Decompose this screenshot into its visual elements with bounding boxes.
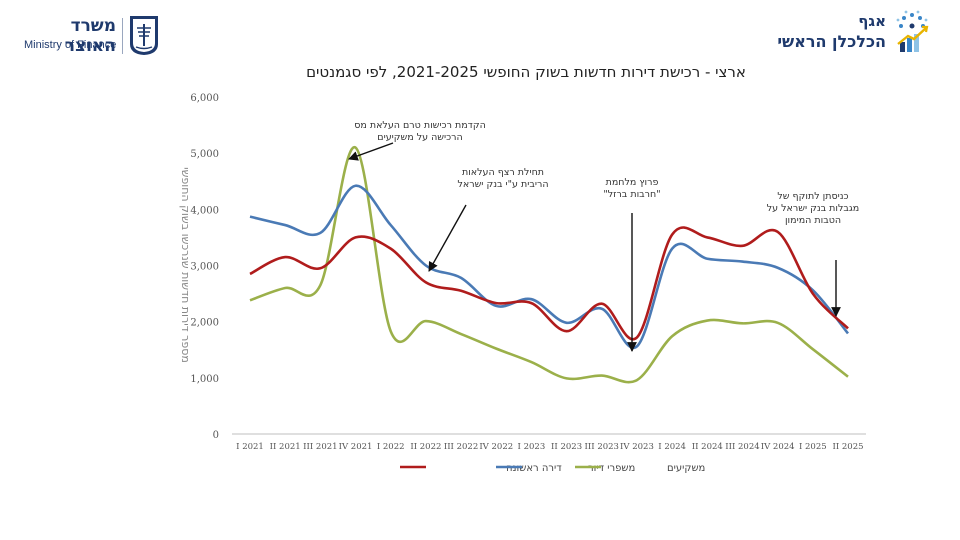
annotation-arrow [348,142,394,161]
x-tick-label: II 2022 [410,442,441,452]
y-tick-label: 0 [213,430,219,441]
x-tick-label: IV 2021 [339,442,373,452]
x-tick-label: I 2024 [658,442,686,452]
x-tick-label: III 2023 [585,442,619,452]
annotation-text: כניסתן לתוקף של [777,191,848,202]
department-name: הכלכלן הראשי [777,32,886,51]
annotation-arrow [428,204,467,272]
annotation-text: הרכישה על משקיעים [377,132,462,143]
x-tick-label: II 2021 [270,442,301,452]
chief-economist-logo: אגף הכלכלן הראשי [777,8,932,60]
legend-label: משקיעים [667,463,705,474]
x-tick-label: IV 2024 [761,442,795,452]
annotation-text: הריבית ע"י בנק ישראל [457,179,548,190]
state-emblem-icon [130,16,158,55]
annotation-text: "חרבות ברזל" [603,189,660,200]
legend-label: דירה ראשונה [506,463,562,474]
department-label: אגף [858,12,886,30]
annotation-text: פרוץ מלחמת [606,177,659,188]
annotation-text: הטבות המימון [785,215,841,226]
series-line [249,184,850,350]
x-tick-label: I 2023 [518,442,546,452]
x-tick-label: I 2022 [377,442,405,452]
x-tick-label: III 2021 [303,442,337,452]
logo-divider [122,18,123,54]
y-axis-label-group: מספר דירות חדשות שנרכשו בשוק החופשי [179,167,192,363]
x-tick-label: III 2024 [725,442,759,452]
ministry-of-finance-logo: משרד האוצר Ministry of Finance [24,14,174,58]
y-tick-label: 4,000 [190,205,219,216]
chart-title: ארצי - רכישת דירות חדשות בשוק החופשי 202… [306,63,746,81]
y-tick-label: 2,000 [190,318,219,329]
x-tick-label: II 2023 [551,442,582,452]
x-tick-label: I 2025 [799,442,827,452]
x-tick-label: II 2025 [832,442,863,452]
x-tick-label: III 2022 [444,442,478,452]
series-line [249,226,849,341]
y-tick-label: 5,000 [190,149,219,160]
x-tick-label: I 2021 [236,442,264,452]
y-axis-label: מספר דירות חדשות שנרכשו בשוק החופשי [179,167,192,363]
y-tick-label: 1,000 [190,374,219,385]
legend-label: משפרי דיור [588,463,635,474]
y-tick-label: 6,000 [190,93,219,104]
annotation-text: הקדמת רכישות טרם העלאת מס [354,120,486,131]
x-tick-label: II 2024 [692,442,723,452]
chart-legend: דירה ראשונה משפרי דיור משקיעים [400,463,705,474]
x-axis-ticks: I 2021 II 2021 III 2021 IV 2021 I 2022 II 202… [236,442,863,452]
y-axis-ticks: 0 1,000 2,000 3,000 4,000 5,000 6,000 [190,93,219,441]
x-tick-label: IV 2023 [620,442,654,452]
series-lines [249,146,850,384]
ministry-name-english: Ministry of Finance [24,39,117,51]
chief-economist-emblem-icon [896,10,929,52]
ministry-name-hebrew: משרד האוצר [64,16,116,56]
annotation-text: מגבלות בנק ישראל על [767,203,860,214]
y-tick-label: 3,000 [190,262,219,273]
x-tick-label: IV 2022 [479,442,513,452]
annotation-text: תחילת רצף העלאות [462,167,544,178]
series-line [249,146,849,384]
